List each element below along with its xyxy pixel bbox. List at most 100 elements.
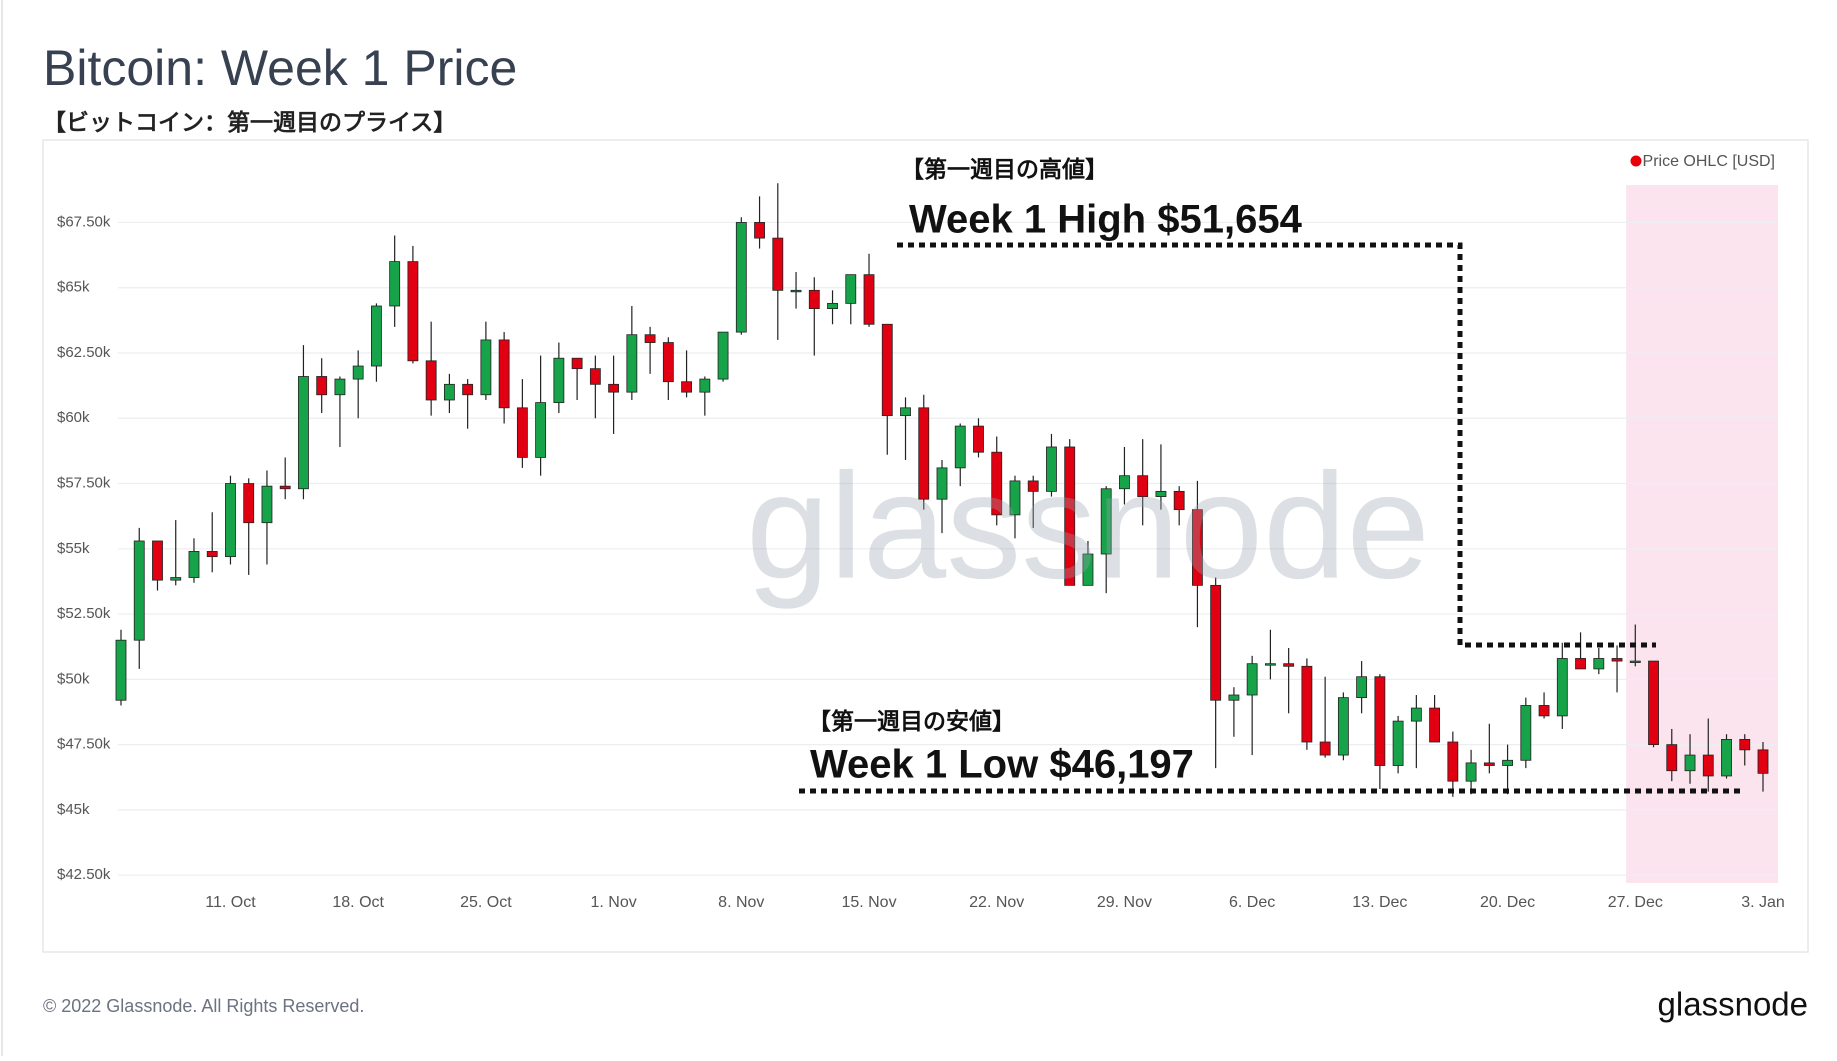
candle-body xyxy=(1684,754,1696,772)
candle-body xyxy=(206,551,218,558)
candle-body xyxy=(1155,490,1167,497)
candle-body xyxy=(954,425,966,469)
candle-body xyxy=(1757,749,1769,774)
candle-body xyxy=(1009,480,1021,516)
candle-body xyxy=(371,305,382,367)
candle-body xyxy=(1027,480,1039,492)
y-tick-label: $47.50k xyxy=(57,736,111,753)
candle-body xyxy=(973,425,984,453)
legend-marker xyxy=(1630,155,1642,167)
candle-body xyxy=(589,368,601,385)
candle-body xyxy=(644,334,656,343)
candle-body xyxy=(608,383,620,393)
candle-body xyxy=(1301,665,1313,743)
candle-body xyxy=(1210,584,1222,701)
candle-body xyxy=(1520,705,1532,761)
legend: Price OHLC [USD] xyxy=(1630,153,1775,170)
candle-body xyxy=(754,222,765,239)
candle-body xyxy=(1575,658,1586,670)
y-tick-label: $65k xyxy=(57,279,90,296)
y-tick-label: $60k xyxy=(57,409,90,426)
candle-body xyxy=(1137,475,1149,497)
candle-body xyxy=(279,485,291,490)
candle-body xyxy=(462,383,474,396)
candle-body xyxy=(425,360,437,401)
highlight-region xyxy=(1626,185,1778,883)
annotation-low: 【第一週目の安値】 Week 1 Low $46,197 xyxy=(799,708,1743,794)
candle-body xyxy=(298,376,309,490)
candle-body xyxy=(936,467,948,500)
x-tick-label: 25. Oct xyxy=(460,894,512,911)
candle-body xyxy=(1228,694,1240,701)
legend-label: Price OHLC [USD] xyxy=(1643,153,1775,170)
candle-body xyxy=(1702,754,1714,777)
candle-body xyxy=(1556,658,1568,717)
candle-body xyxy=(1246,663,1258,696)
candle-body xyxy=(1483,762,1495,766)
x-tick-label: 6. Dec xyxy=(1229,894,1275,911)
annotation-text: Week 1 Low $46,197 xyxy=(810,743,1194,787)
candle-body xyxy=(1611,658,1623,662)
y-tick-label: $55k xyxy=(57,540,90,557)
candle-body xyxy=(681,381,692,393)
annotation-line xyxy=(897,242,1656,648)
watermark: glassnode xyxy=(746,442,1430,610)
candle-body xyxy=(152,540,163,581)
candle-body xyxy=(188,551,200,578)
candle-body xyxy=(1648,660,1659,746)
candle-body xyxy=(1392,720,1404,766)
candle-body xyxy=(1100,488,1112,555)
candle-body xyxy=(717,331,729,380)
x-tick-label: 3. Jan xyxy=(1741,894,1785,911)
candle-body xyxy=(170,577,182,581)
candle-body xyxy=(553,357,565,403)
y-tick-label: $67.50k xyxy=(57,213,111,230)
candle-body xyxy=(516,407,528,458)
candle-body xyxy=(334,378,346,396)
candle-body xyxy=(1283,663,1295,667)
candle-body xyxy=(535,402,547,458)
candle-body xyxy=(1356,676,1368,699)
candle-body xyxy=(790,289,802,293)
candle-body xyxy=(225,483,236,558)
candle-body xyxy=(772,237,784,291)
candle-body xyxy=(1447,741,1459,782)
chart-subtitle: 【ビットコイン：第一週目のプライス】 xyxy=(43,109,456,135)
candle-body xyxy=(1064,446,1076,586)
candle-body xyxy=(1538,705,1550,717)
y-tick-label: $62.50k xyxy=(57,344,111,361)
chart-title: Bitcoin: Week 1 Price xyxy=(43,40,517,96)
candle-body xyxy=(1082,553,1094,586)
candle-body xyxy=(1666,744,1678,772)
chart-panel xyxy=(42,139,1809,953)
x-tick-label: 27. Dec xyxy=(1608,894,1663,911)
candle-body xyxy=(1337,697,1349,756)
candle-body xyxy=(1465,762,1477,782)
annotation-label: 【第一週目の安値】 xyxy=(808,708,1015,734)
candle-body xyxy=(1721,739,1732,777)
candle-body xyxy=(699,378,711,393)
annotation-text: Week 1 High $51,654 xyxy=(909,198,1303,242)
candle-body xyxy=(498,339,510,409)
candle-body xyxy=(1374,676,1386,766)
x-tick-label: 20. Dec xyxy=(1480,894,1535,911)
candle-body xyxy=(1502,759,1513,766)
candle-body xyxy=(827,302,838,309)
candle-body xyxy=(407,261,419,362)
candle-body xyxy=(881,323,893,417)
candle-body xyxy=(1119,475,1130,490)
x-tick-label: 11. Oct xyxy=(205,894,256,911)
annotation-high: 【第一週目の高値】 Week 1 High $51,654 xyxy=(897,156,1656,648)
candle-body xyxy=(389,261,401,307)
x-tick-label: 22. Nov xyxy=(969,894,1024,911)
annotation-label: 【第一週目の高値】 xyxy=(901,156,1108,182)
y-tick-label: $57.50k xyxy=(57,474,111,491)
x-tick-label: 13. Dec xyxy=(1352,894,1407,911)
candle-body xyxy=(1593,658,1605,670)
y-tick-label: $45k xyxy=(57,801,90,818)
candle-body xyxy=(133,540,145,641)
plot-area: $42.50k $45k $47.50k $50k $52.50k $55k $57.50k… xyxy=(57,183,1785,911)
candle-body xyxy=(991,451,1003,516)
candle-body xyxy=(863,274,875,325)
